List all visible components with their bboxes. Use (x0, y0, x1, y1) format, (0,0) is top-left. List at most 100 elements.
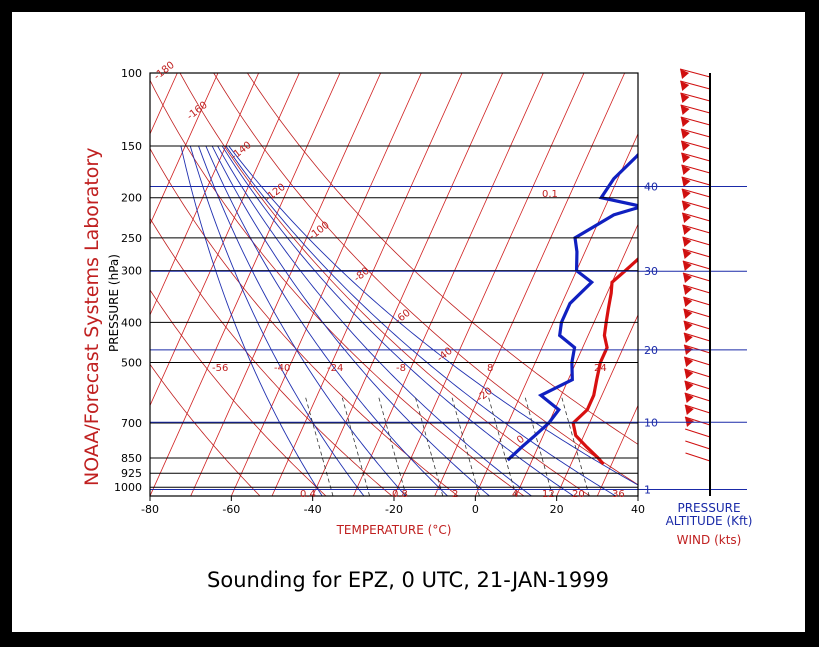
wind-barb (684, 416, 711, 426)
wind-barb-flag (681, 177, 691, 187)
wind-barb-flag (680, 129, 690, 139)
pressure-tick-label: 850 (121, 452, 142, 465)
wind-barb (684, 428, 711, 438)
wind-barb (685, 452, 711, 462)
wind-barb (682, 272, 711, 282)
altitude-axis-label-line1: PRESSURE (677, 501, 740, 515)
isotherm-label: 0 (515, 434, 527, 447)
wind-barb-flag (682, 213, 692, 223)
chart-frame: 100 150 200 250 300 400 500 700 850 925 1000 1 10 20 3… (12, 12, 805, 632)
wind-barb-flag (681, 201, 691, 211)
wind-barb (680, 104, 711, 114)
wind-barb (679, 68, 711, 78)
wind-barb (682, 248, 711, 258)
dry-adiabat-line (179, 73, 591, 496)
wind-barb (684, 392, 711, 402)
wind-barb (680, 80, 711, 90)
mixing-ratio-line (524, 395, 553, 496)
isotherm-line (150, 73, 300, 407)
wind-barb-flag (683, 333, 693, 343)
dry-adiabat-line (247, 73, 638, 445)
dry-adiabat-label: -40 (274, 363, 290, 374)
wind-barb (681, 176, 711, 186)
x-tick-label: 20 (550, 503, 564, 516)
isotherm-label: -20 (475, 386, 495, 405)
wind-barb (684, 368, 711, 378)
wind-barb (683, 356, 711, 366)
wind-barb-flag (681, 165, 691, 175)
dry-adiabat-line (150, 217, 393, 496)
wind-barb (685, 440, 711, 450)
wind-label: WIND (kts) (677, 533, 742, 547)
wind-barb-flag (680, 81, 690, 91)
dry-adiabat-label: 8 (487, 363, 493, 374)
wind-barb (684, 380, 711, 390)
isotherm-label: -100 (307, 220, 332, 243)
mixing-ratio-line (451, 395, 480, 496)
wind-barb-flag (683, 321, 693, 331)
wind-barb-flag (681, 141, 691, 151)
wind-barb-flag (684, 357, 694, 367)
profiles (506, 152, 638, 466)
isotherm-label: -180 (152, 60, 177, 83)
wind-barb (681, 188, 711, 198)
pressure-tick-label: 925 (121, 467, 142, 480)
mixing-ratio-line (341, 395, 370, 496)
pressure-tick-label: 250 (121, 232, 142, 245)
chart-title: Sounding for EPZ, 0 UTC, 21-JAN-1999 (207, 568, 609, 592)
mixing-ratio-label: 4 (512, 489, 518, 500)
pressure-tick-label: 500 (121, 357, 142, 370)
altitude-tick-label: 10 (644, 416, 658, 429)
wind-barb (682, 236, 711, 246)
pressure-tick-label: 100 (121, 67, 142, 80)
wind-barb-flag (684, 393, 694, 403)
wind-barb-flag (682, 273, 692, 283)
wind-barb-flag (680, 93, 690, 103)
pressure-tick-label: 400 (121, 316, 142, 329)
wind-barb-flag (683, 309, 693, 319)
wind-barb (681, 164, 711, 174)
pressure-tick-label: 1000 (114, 481, 142, 494)
x-tick-label: 0 (472, 503, 479, 516)
isotherm-line (393, 73, 585, 496)
wind-barb-flag (680, 105, 690, 115)
wind-barb-flag (682, 261, 692, 271)
x-tick-label: -80 (141, 503, 159, 516)
isotherm-label: -120 (263, 182, 288, 205)
wind-barb (682, 284, 711, 294)
wind-barb-flag (682, 249, 692, 259)
mixing-ratio-label: 0.8 (392, 489, 408, 500)
dry-adiabat-line (150, 363, 261, 496)
wind-barb-flag (683, 285, 693, 295)
wind-barb (683, 308, 711, 318)
isotherm-line (596, 404, 638, 496)
wind-barb-flag (684, 381, 694, 391)
isotherm-line (312, 73, 504, 496)
wind-barb-flag (682, 237, 692, 247)
wind-barb (683, 296, 711, 306)
wind-barb-flag (680, 117, 690, 127)
mixing-ratio-line (414, 395, 444, 496)
x-tick-label: -60 (222, 503, 240, 516)
dry-adiabat-line (150, 79, 525, 496)
dry-adiabat-line (213, 73, 638, 486)
dry-adiabat-line (150, 147, 459, 496)
isotherm-line (637, 495, 638, 496)
mixing-ratio-label: 2 (452, 489, 458, 500)
wind-barb-flag (680, 69, 690, 79)
pressure-tick-label: 200 (121, 192, 142, 205)
axes (149, 72, 747, 501)
dry-adiabat-label: -24 (327, 363, 343, 374)
dry-adiabat-label: 24 (594, 363, 607, 374)
wind-barb (683, 320, 711, 330)
isotherm-line (434, 73, 626, 496)
mixing-ratio-line (304, 395, 334, 496)
mixing-ratio-line (377, 395, 407, 496)
x-axis-label: TEMPERATURE (°C) (336, 523, 452, 537)
wind-barb-flag (682, 225, 692, 235)
altitude-tick-label: 30 (644, 265, 658, 278)
x-tick-label: 40 (631, 503, 645, 516)
wind-barb (681, 200, 711, 210)
wind-barb (680, 92, 711, 102)
plot-border (149, 72, 639, 497)
